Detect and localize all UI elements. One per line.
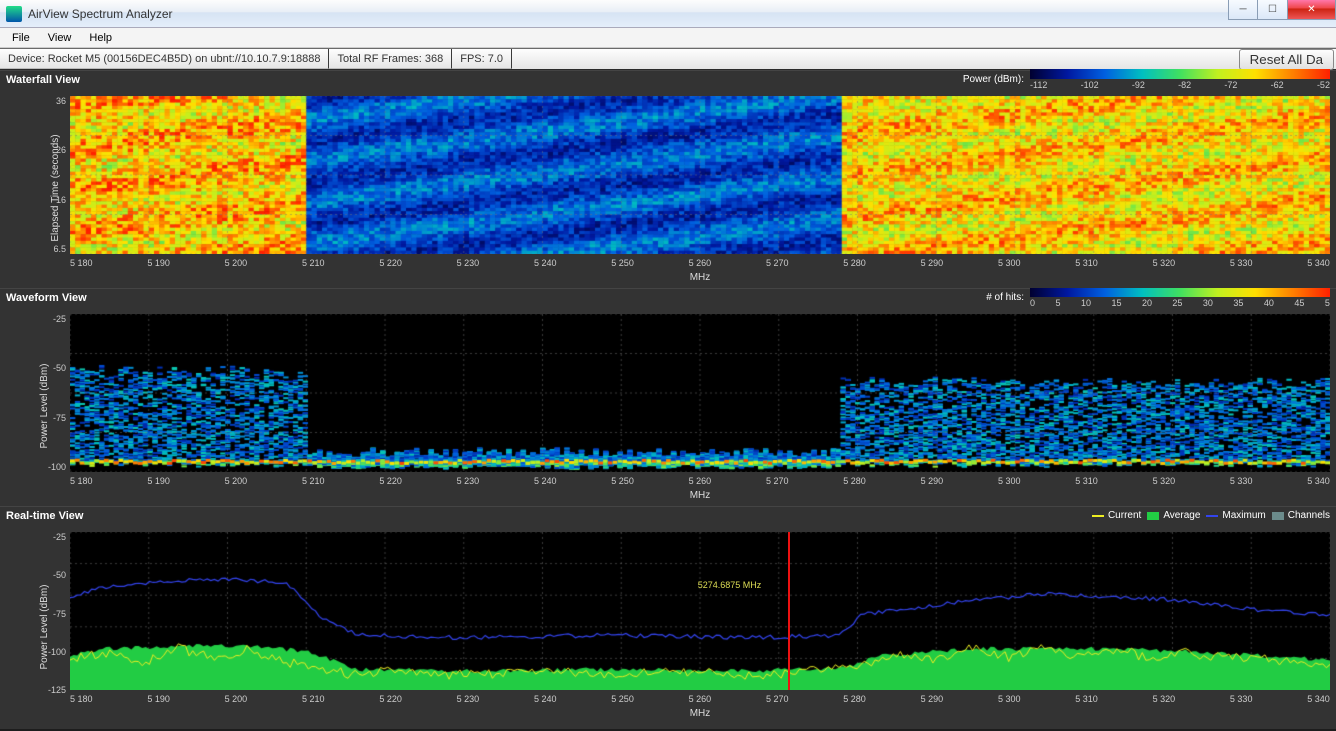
menu-file[interactable]: File — [4, 30, 38, 46]
legend-average[interactable]: Average — [1147, 510, 1200, 521]
waveform-canvas — [70, 314, 1330, 472]
info-bar: Device: Rocket M5 (00156DEC4B5D) on ubnt… — [0, 48, 1336, 70]
waveform-title: Waveform View — [6, 292, 87, 304]
waveform-header: Waveform View # of hits: 051015202530354… — [0, 288, 1336, 306]
realtime-panel: Power Level (dBm) -25-50-75-100-125 5274… — [0, 524, 1336, 729]
waterfall-panel: Elapsed Time (seconds) 3626166.5 5 1805 … — [0, 88, 1336, 288]
menu-view[interactable]: View — [40, 30, 80, 46]
cursor-label: 5274.6875 MHz — [698, 580, 762, 590]
power-legend-label: Power (dBm): — [963, 74, 1024, 85]
close-button[interactable]: ✕ — [1288, 0, 1336, 20]
window-controls: ─ ☐ ✕ — [1228, 0, 1336, 27]
realtime-xticks: 5 1805 1905 2005 2105 2205 2305 2405 250… — [70, 694, 1330, 704]
waterfall-yticks: 3626166.5 — [40, 96, 66, 254]
waveform-plot[interactable] — [70, 314, 1330, 472]
frames-info: Total RF Frames: 368 — [329, 49, 452, 69]
app-icon — [6, 6, 22, 22]
legend-channels[interactable]: Channels — [1272, 510, 1330, 521]
fps-info: FPS: 7.0 — [452, 49, 512, 69]
hits-colorbar — [1030, 287, 1330, 297]
waterfall-xlabel: MHz — [70, 270, 1330, 287]
waterfall-canvas — [70, 96, 1330, 254]
realtime-yticks: -25-50-75-100-125 — [40, 532, 66, 695]
waveform-panel: Power Level (dBm) -25-50-75-100 5 1805 1… — [0, 306, 1336, 506]
legend-current[interactable]: Current — [1092, 510, 1141, 521]
menu-help[interactable]: Help — [81, 30, 120, 46]
power-colorbar — [1030, 69, 1330, 79]
legend-maximum[interactable]: Maximum — [1206, 510, 1265, 521]
waterfall-xticks: 5 1805 1905 2005 2105 2205 2305 2405 250… — [70, 258, 1330, 268]
waveform-xticks: 5 1805 1905 2005 2105 2205 2305 2405 250… — [70, 476, 1330, 486]
waterfall-title: Waterfall View — [6, 74, 80, 86]
realtime-canvas — [70, 532, 1330, 690]
waveform-yticks: -25-50-75-100 — [40, 314, 66, 472]
realtime-xlabel: MHz — [70, 706, 1330, 723]
maximize-button[interactable]: ☐ — [1258, 0, 1288, 20]
realtime-title: Real-time View — [6, 510, 83, 522]
menubar: File View Help — [0, 28, 1336, 48]
device-info: Device: Rocket M5 (00156DEC4B5D) on ubnt… — [0, 49, 329, 69]
cursor-line[interactable] — [788, 532, 790, 690]
realtime-header: Real-time View Current Average Maximum C… — [0, 506, 1336, 524]
waterfall-plot[interactable] — [70, 96, 1330, 254]
window-title: AirView Spectrum Analyzer — [28, 7, 1228, 21]
realtime-plot[interactable]: 5274.6875 MHz — [70, 532, 1330, 690]
hits-legend-label: # of hits: — [986, 292, 1024, 303]
waterfall-header: Waterfall View Power (dBm): -112-102-92-… — [0, 70, 1336, 88]
reset-button[interactable]: Reset All Da — [1239, 49, 1334, 70]
waveform-xlabel: MHz — [70, 488, 1330, 505]
window-titlebar: AirView Spectrum Analyzer ─ ☐ ✕ — [0, 0, 1336, 28]
minimize-button[interactable]: ─ — [1228, 0, 1258, 20]
